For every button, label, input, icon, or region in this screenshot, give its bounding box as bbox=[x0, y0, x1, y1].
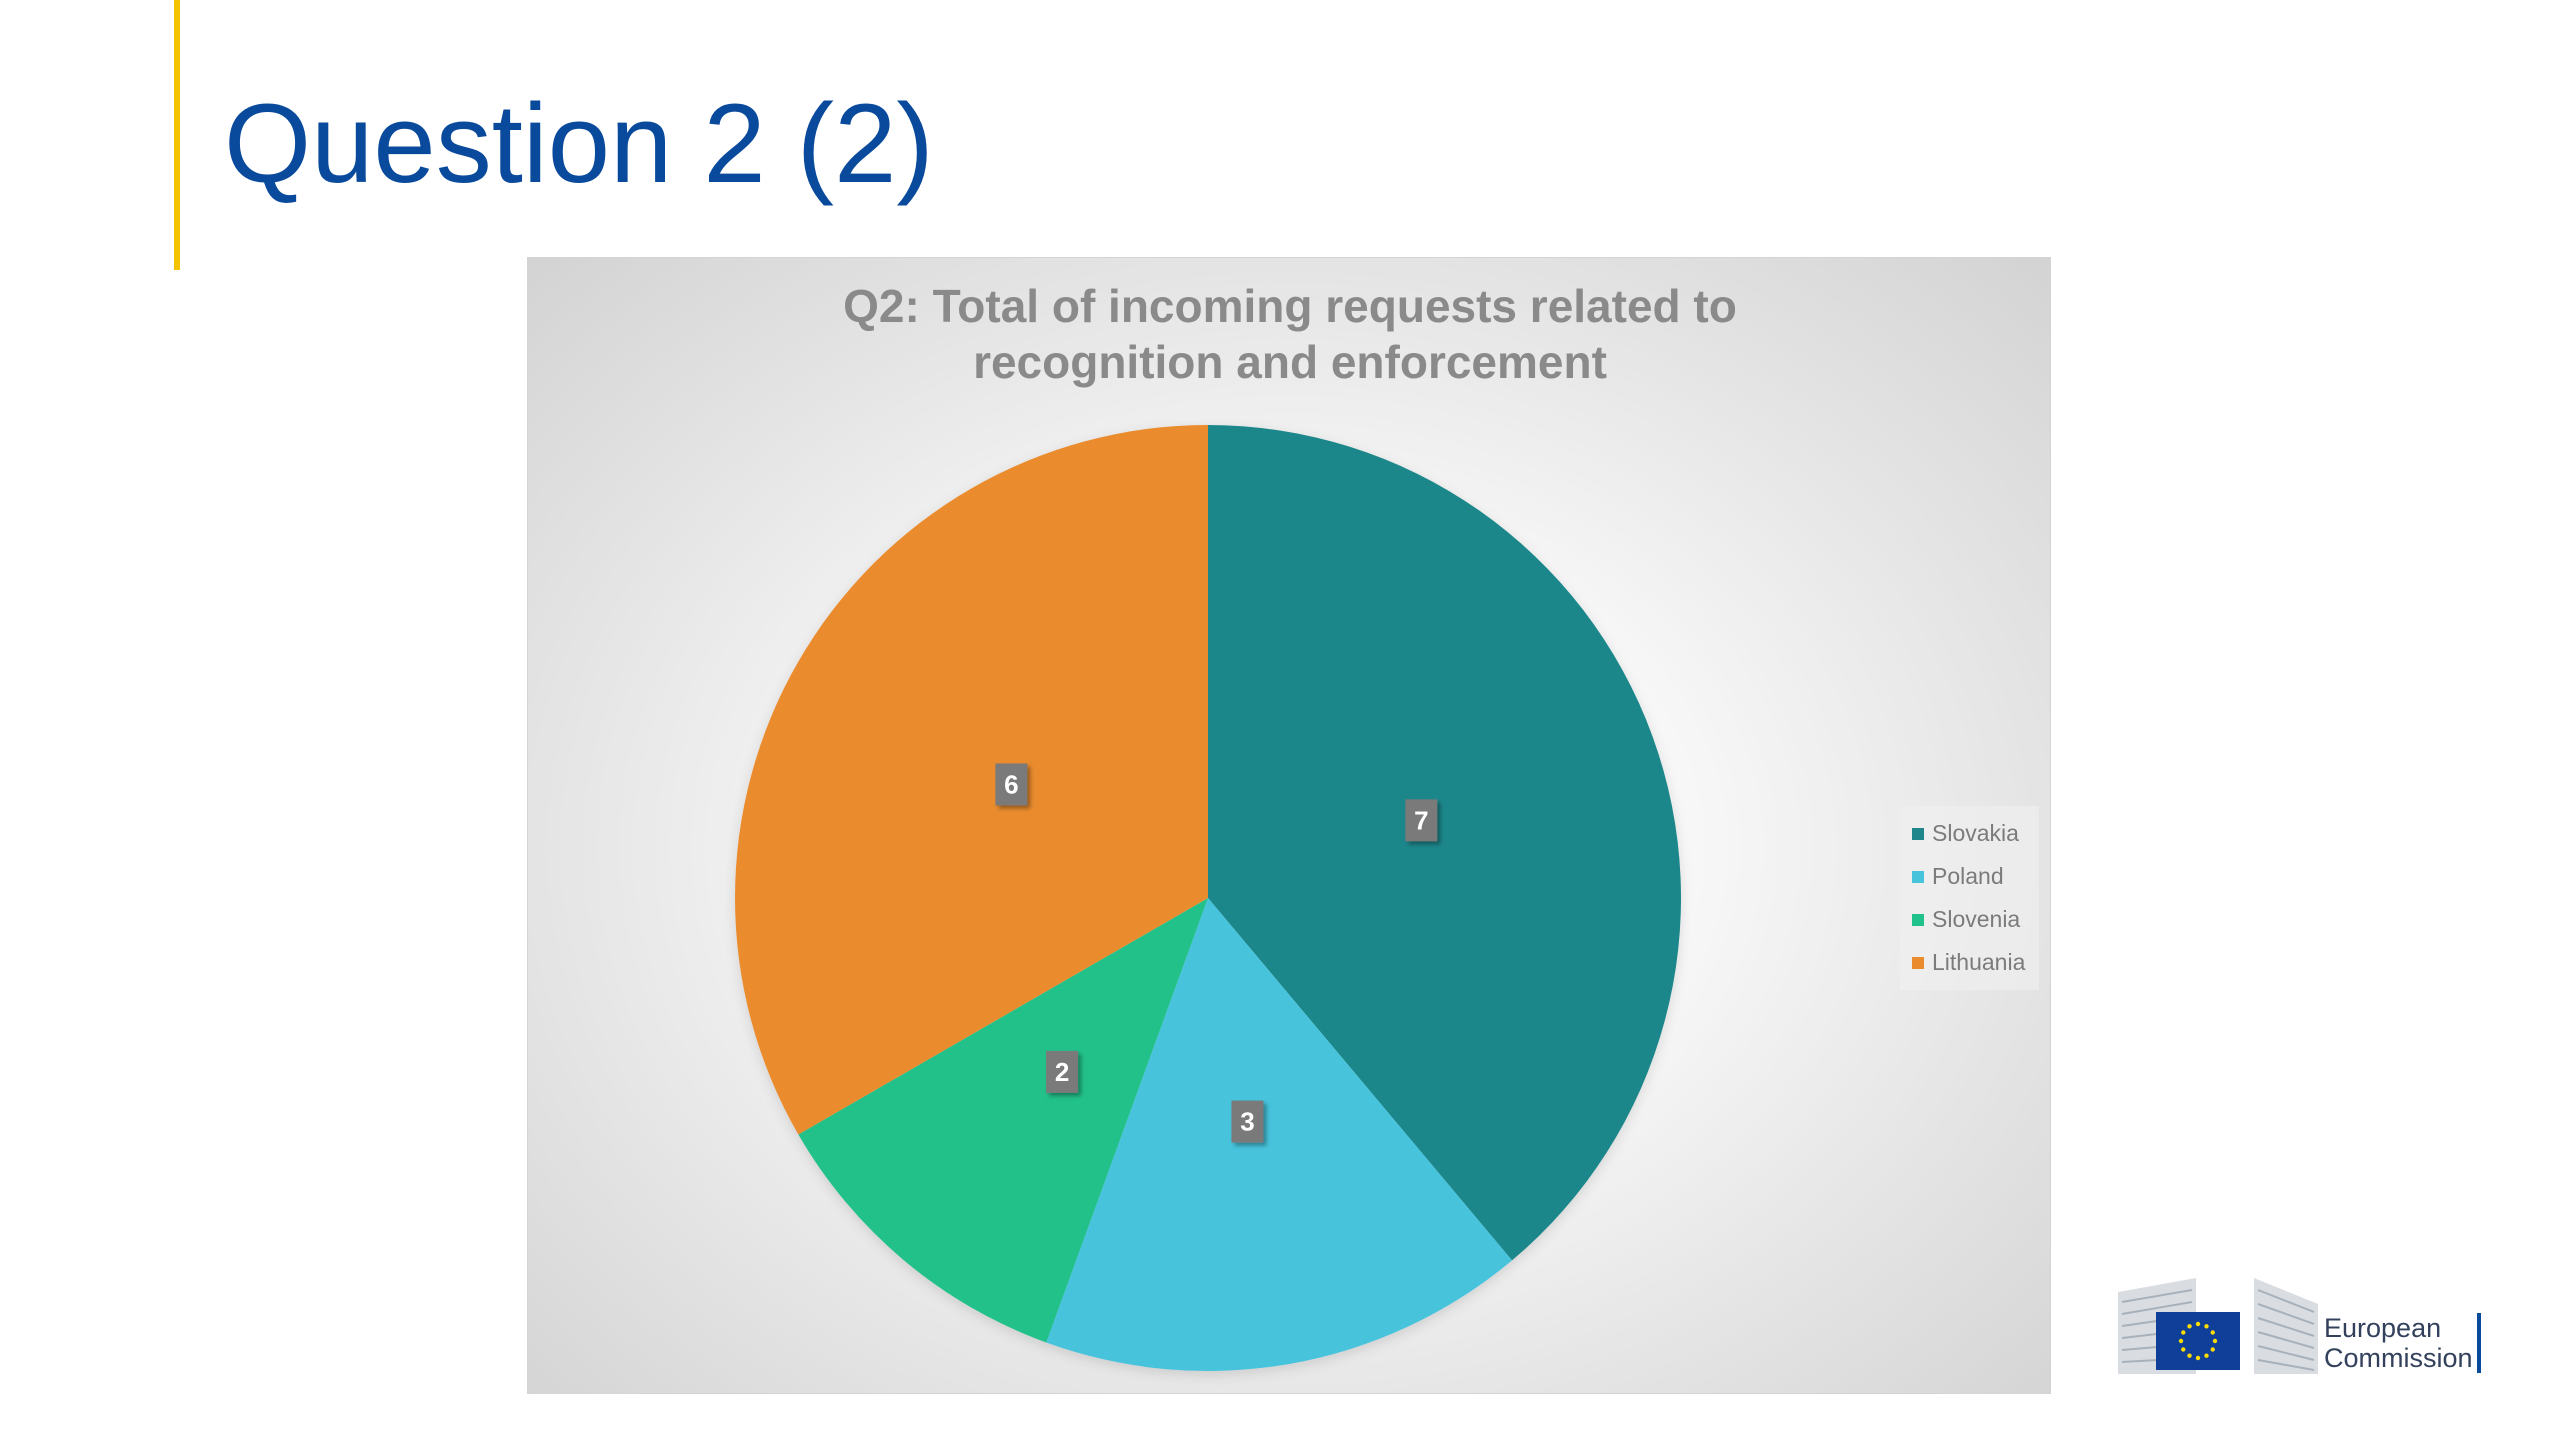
data-label-box bbox=[1046, 1050, 1079, 1093]
legend-item-poland: Poland bbox=[1912, 855, 2025, 898]
legend-label-poland: Poland bbox=[1932, 863, 2004, 889]
eu-star-icon bbox=[2204, 1353, 2209, 1358]
pie-slice-slovakia bbox=[1208, 425, 1682, 1261]
chart-legend: Slovakia Poland Slovenia Lithuania bbox=[1900, 806, 2040, 990]
legend-item-slovenia: Slovenia bbox=[1912, 898, 2025, 941]
legend-swatch-poland bbox=[1912, 870, 1924, 883]
data-label-text: 7 bbox=[1414, 805, 1428, 835]
legend-label-slovenia: Slovenia bbox=[1932, 906, 2021, 932]
eu-star-icon bbox=[2210, 1347, 2215, 1352]
data-label-poland: 3 bbox=[1231, 1100, 1264, 1143]
chart-title: Q2: Total of incoming requests related t… bbox=[528, 278, 2052, 390]
legend-item-lithuania: Lithuania bbox=[1912, 941, 2025, 984]
chart-title-line-2: recognition and enforcement bbox=[973, 336, 1607, 388]
logo-line-2: Commission bbox=[2324, 1343, 2473, 1373]
chart-panel: 7 3 2 6 Q2: Total of incoming requests rela… bbox=[527, 257, 2051, 1394]
eu-star-icon bbox=[2181, 1330, 2186, 1335]
eu-flag-icon bbox=[2156, 1312, 2240, 1370]
pie-slice-slovenia bbox=[798, 898, 1208, 1343]
legend-swatch-slovenia bbox=[1912, 913, 1924, 926]
logo-divider bbox=[2477, 1313, 2481, 1373]
chart-title-line-1: Q2: Total of incoming requests related t… bbox=[843, 280, 1737, 332]
data-label-text: 6 bbox=[1004, 769, 1018, 799]
slide-title: Question 2 (2) bbox=[224, 81, 934, 206]
logo-line-1: European bbox=[2324, 1313, 2442, 1343]
data-label-text: 3 bbox=[1240, 1107, 1254, 1137]
legend-swatch-lithuania bbox=[1912, 956, 1924, 969]
pie-slices bbox=[735, 425, 1682, 1371]
eu-star-icon bbox=[2181, 1347, 2186, 1352]
data-label-box bbox=[1231, 1100, 1264, 1143]
pie-data-labels: 7 3 2 6 bbox=[995, 763, 1438, 1143]
eu-star-icon bbox=[2178, 1338, 2184, 1344]
legend-label-lithuania: Lithuania bbox=[1932, 949, 2026, 975]
accent-bar bbox=[174, 0, 180, 270]
legend-label-slovakia: Slovakia bbox=[1932, 820, 2019, 846]
data-label-box bbox=[1405, 799, 1438, 842]
data-label-slovenia: 2 bbox=[1046, 1050, 1079, 1093]
data-label-box bbox=[995, 763, 1028, 806]
eu-star-icon bbox=[2212, 1338, 2218, 1344]
data-label-lithuania: 6 bbox=[995, 763, 1028, 806]
eu-star-icon bbox=[2187, 1353, 2192, 1358]
legend-item-slovakia: Slovakia bbox=[1912, 812, 2025, 855]
eu-star-icon bbox=[2210, 1330, 2215, 1335]
legend-swatch-slovakia bbox=[1912, 827, 1924, 840]
data-label-slovakia: 7 bbox=[1405, 799, 1438, 842]
pie-chart: 7 3 2 6 bbox=[735, 425, 1682, 1371]
pie-slice-lithuania bbox=[735, 425, 1208, 1135]
eu-star-icon bbox=[2195, 1355, 2201, 1361]
pie-slice-poland bbox=[1046, 898, 1513, 1371]
european-commission-wordmark: European Commission bbox=[2324, 1313, 2473, 1373]
eu-star-icon bbox=[2204, 1324, 2209, 1329]
eu-star-icon bbox=[2187, 1324, 2192, 1329]
eu-star-icon bbox=[2195, 1321, 2201, 1327]
data-label-text: 2 bbox=[1055, 1057, 1069, 1087]
european-commission-logo bbox=[2118, 1278, 2318, 1374]
